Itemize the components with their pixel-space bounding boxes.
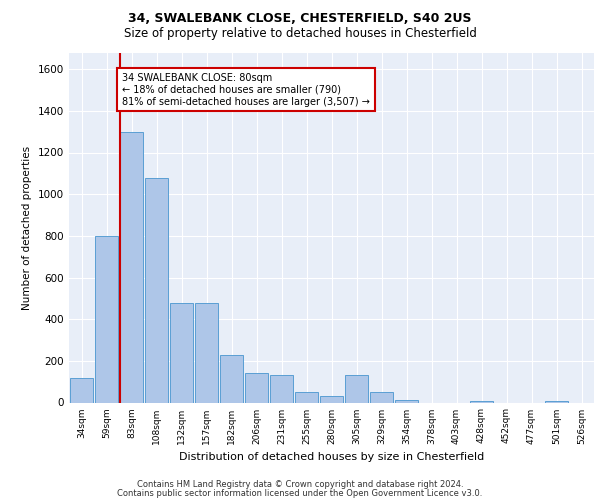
Bar: [395, 400, 418, 402]
Bar: [170, 302, 193, 402]
Bar: [270, 376, 293, 402]
Bar: [95, 236, 118, 402]
Bar: [70, 378, 93, 402]
Text: 34 SWALEBANK CLOSE: 80sqm
← 18% of detached houses are smaller (790)
81% of semi: 34 SWALEBANK CLOSE: 80sqm ← 18% of detac…: [122, 74, 370, 106]
Bar: [145, 178, 168, 402]
Y-axis label: Number of detached properties: Number of detached properties: [22, 146, 32, 310]
Bar: [320, 396, 343, 402]
Text: Contains HM Land Registry data © Crown copyright and database right 2024.: Contains HM Land Registry data © Crown c…: [137, 480, 463, 489]
Bar: [295, 392, 318, 402]
Text: Contains public sector information licensed under the Open Government Licence v3: Contains public sector information licen…: [118, 488, 482, 498]
Text: 34, SWALEBANK CLOSE, CHESTERFIELD, S40 2US: 34, SWALEBANK CLOSE, CHESTERFIELD, S40 2…: [128, 12, 472, 26]
Bar: [220, 354, 243, 403]
Text: Size of property relative to detached houses in Chesterfield: Size of property relative to detached ho…: [124, 28, 476, 40]
Bar: [245, 374, 268, 402]
Bar: [195, 302, 218, 402]
Bar: [345, 376, 368, 402]
Bar: [120, 132, 143, 402]
X-axis label: Distribution of detached houses by size in Chesterfield: Distribution of detached houses by size …: [179, 452, 484, 462]
Bar: [370, 392, 393, 402]
